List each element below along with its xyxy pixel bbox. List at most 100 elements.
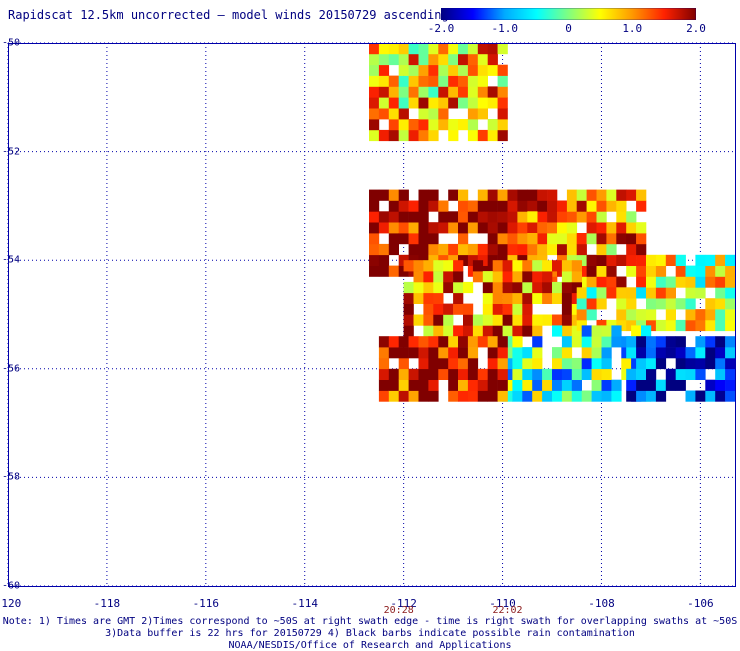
wind-cell <box>665 254 676 266</box>
wind-cell <box>418 222 429 234</box>
wind-cell <box>561 314 573 326</box>
wind-cell <box>705 309 716 321</box>
wind-cell <box>665 336 676 348</box>
wind-cell <box>517 189 528 201</box>
wind-cell <box>492 260 503 272</box>
wind-cell <box>477 336 488 348</box>
wind-cell <box>695 265 706 277</box>
wind-cell <box>586 309 597 321</box>
wind-cell <box>547 211 558 223</box>
wind-cell <box>423 303 434 315</box>
wind-cell <box>532 379 543 391</box>
wind-cell <box>507 222 518 234</box>
wind-cell <box>512 390 523 402</box>
wind-cell <box>448 336 459 348</box>
wind-cell <box>606 254 617 266</box>
wind-cell <box>646 357 657 370</box>
wind-cell <box>571 379 582 391</box>
wind-cell <box>675 336 686 348</box>
wind-cell <box>497 86 508 98</box>
wind-cell <box>487 129 498 142</box>
wind-cell <box>428 129 439 142</box>
wind-cell <box>665 276 676 288</box>
wind-cell <box>448 347 459 359</box>
wind-cell <box>596 233 607 245</box>
wind-cell <box>675 276 686 288</box>
wind-cell <box>601 368 612 380</box>
wind-cell <box>561 325 573 337</box>
wind-cell <box>378 390 390 402</box>
wind-cell <box>695 254 706 266</box>
wind-cell <box>428 75 439 87</box>
wind-cell <box>537 189 548 201</box>
wind-cell <box>725 347 736 359</box>
wind-cell <box>497 233 508 245</box>
wind-cell <box>458 390 469 402</box>
wind-cell <box>557 243 568 256</box>
wind-cell <box>542 292 553 304</box>
wind-cell <box>369 53 380 66</box>
wind-cell <box>408 379 419 391</box>
wind-cell <box>477 129 488 142</box>
wind-cell <box>369 75 380 87</box>
wind-cell <box>685 298 696 310</box>
wind-cell <box>606 222 617 234</box>
wind-cell <box>497 64 508 76</box>
wind-cell <box>477 368 488 380</box>
colorbar-tick-label: 1.0 <box>622 22 643 35</box>
wind-cell <box>695 390 706 402</box>
wind-cell <box>428 233 439 245</box>
wind-cell <box>586 298 597 310</box>
wind-cell <box>542 260 553 272</box>
wind-cell <box>438 75 449 87</box>
wind-cell <box>532 336 543 348</box>
wind-cell <box>458 86 469 98</box>
wind-cell <box>616 211 627 223</box>
wind-cell <box>433 325 444 337</box>
wind-cell <box>586 287 597 299</box>
wind-cell <box>665 309 676 321</box>
wind-cell <box>477 243 488 256</box>
wind-cell <box>616 254 627 266</box>
wind-cell <box>705 390 716 402</box>
wind-cell <box>512 260 523 272</box>
note-line-3: NOAA/NESDIS/Office of Research and Appli… <box>228 640 512 651</box>
wind-cell <box>487 86 498 98</box>
wind-cell <box>378 129 390 142</box>
wind-cell <box>547 222 558 234</box>
wind-cell <box>388 189 399 201</box>
wind-cell <box>378 368 390 380</box>
wind-cell <box>448 129 459 142</box>
wind-cell <box>522 303 533 315</box>
wind-cell <box>715 276 726 288</box>
wind-cell <box>378 43 390 55</box>
wind-cell <box>636 368 647 380</box>
wind-cell <box>398 119 409 131</box>
wind-cell <box>448 75 459 87</box>
wind-cell <box>646 276 657 288</box>
wind-cell <box>398 390 409 402</box>
wind-cell <box>561 292 573 304</box>
wind-cell <box>655 254 667 266</box>
wind-cell <box>601 325 612 337</box>
wind-cell <box>616 287 627 299</box>
wind-cell <box>542 390 553 402</box>
wind-cell <box>388 222 399 234</box>
wind-cell <box>561 281 573 294</box>
wind-cell <box>636 379 647 391</box>
wind-cell <box>408 368 419 380</box>
wind-cell <box>705 357 716 370</box>
wind-cell <box>487 347 498 359</box>
wind-cell <box>552 325 563 337</box>
wind-cell <box>705 319 716 332</box>
wind-cell <box>552 281 563 294</box>
wind-cell <box>527 211 538 223</box>
wind-cell <box>408 43 419 55</box>
wind-cell <box>369 222 380 234</box>
wind-cell <box>448 97 459 109</box>
wind-cell <box>547 189 558 201</box>
wind-cell <box>487 222 498 234</box>
wind-cell <box>626 390 637 402</box>
wind-cell <box>675 298 686 310</box>
wind-cell <box>418 243 429 256</box>
